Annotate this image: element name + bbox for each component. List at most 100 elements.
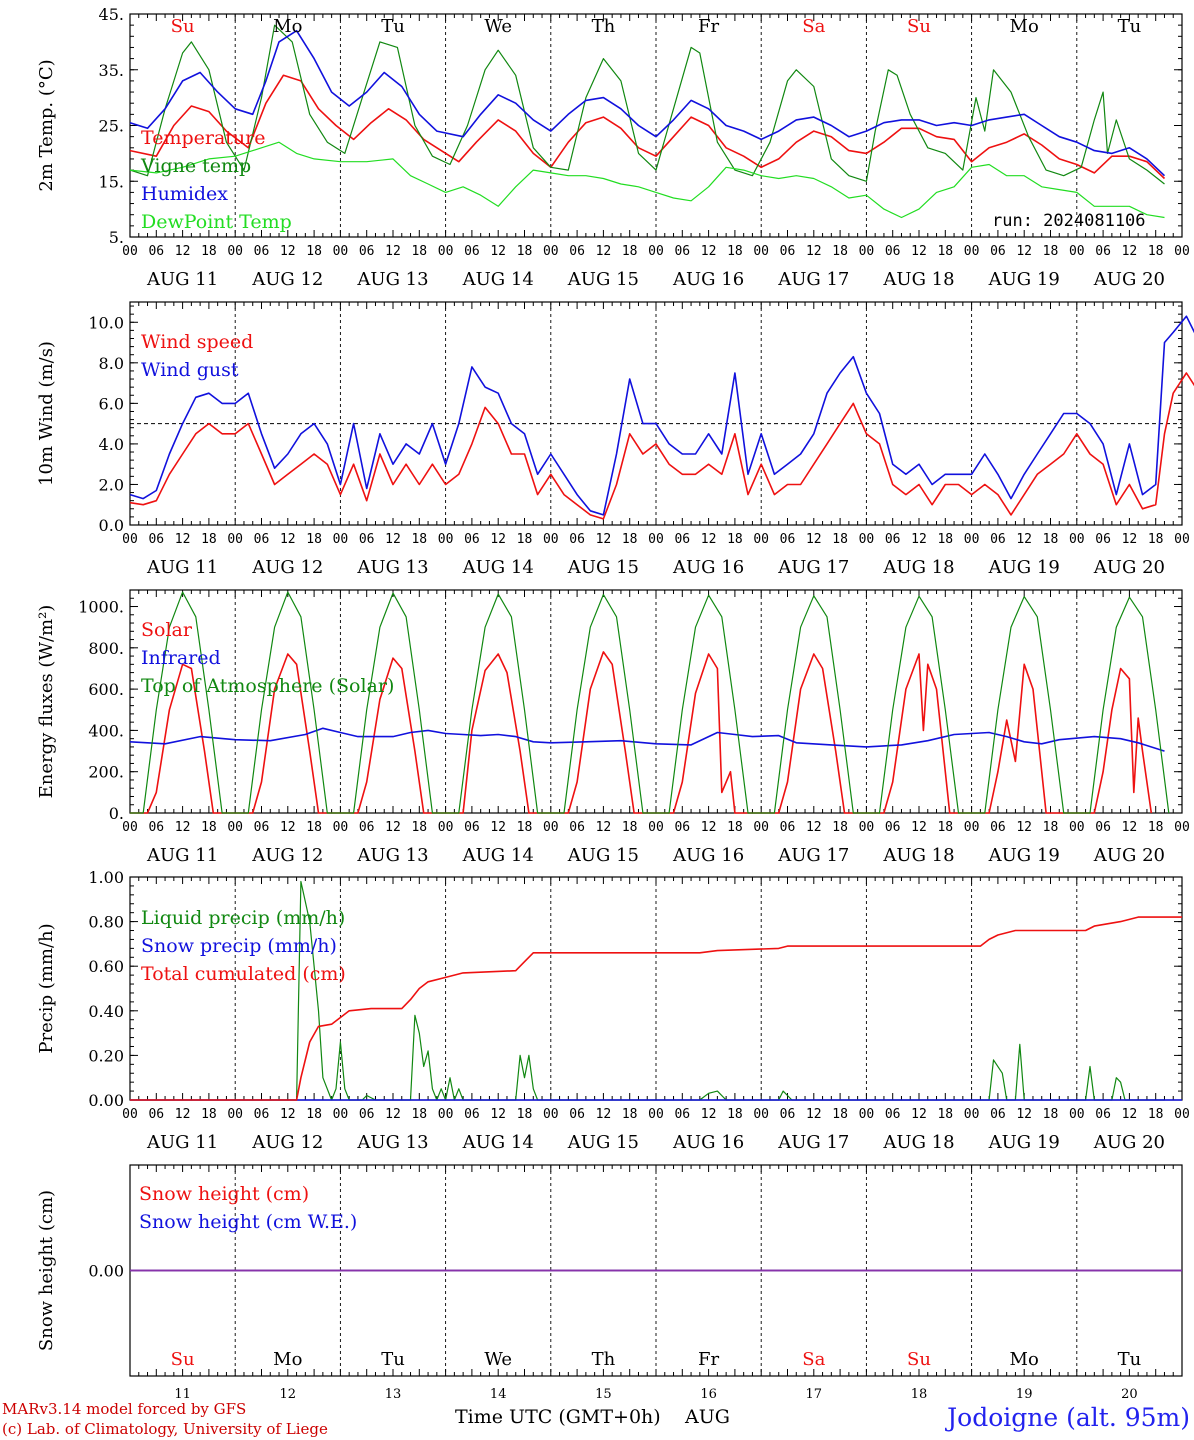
hour-label: 06 bbox=[1095, 1107, 1111, 1122]
y-tick-label: 1.00 bbox=[88, 868, 124, 887]
hour-label: 12 bbox=[806, 244, 822, 259]
series-line-precip-2 bbox=[130, 916, 1182, 1101]
hour-label: 00 bbox=[122, 244, 138, 259]
hour-label: 06 bbox=[464, 820, 480, 835]
weekday-label-bottom: Mo bbox=[1010, 1349, 1039, 1370]
hour-label: 06 bbox=[148, 244, 164, 259]
hour-label: 00 bbox=[227, 532, 243, 547]
hour-label: 12 bbox=[1122, 820, 1138, 835]
hour-label: 00 bbox=[964, 244, 980, 259]
y-tick-label: 0.00 bbox=[88, 1091, 124, 1110]
hour-label: 00 bbox=[648, 1107, 664, 1122]
hour-label: 12 bbox=[806, 820, 822, 835]
hour-label: 18 bbox=[1148, 1107, 1164, 1122]
weekday-label: Su bbox=[907, 16, 931, 37]
hour-label: 18 bbox=[306, 820, 322, 835]
hour-label: 12 bbox=[701, 1107, 717, 1122]
date-label: AUG 12 bbox=[251, 557, 323, 578]
run-label: run: 2024081106 bbox=[992, 211, 1146, 231]
date-label: AUG 18 bbox=[882, 269, 954, 290]
series-line-energy-1 bbox=[129, 727, 1165, 752]
hour-label: 00 bbox=[543, 532, 559, 547]
hour-label: 06 bbox=[674, 820, 690, 835]
hour-label: 18 bbox=[1043, 244, 1059, 259]
date-label: AUG 17 bbox=[777, 1132, 849, 1153]
day-number: 17 bbox=[806, 1387, 823, 1402]
hour-label: 12 bbox=[701, 244, 717, 259]
hour-label: 00 bbox=[753, 820, 769, 835]
legend-entry: Snow height (cm) bbox=[139, 1183, 309, 1205]
hour-label: 06 bbox=[990, 820, 1006, 835]
hour-label: 00 bbox=[648, 820, 664, 835]
hour-label: 06 bbox=[569, 244, 585, 259]
hour-label: 18 bbox=[1043, 1107, 1059, 1122]
hour-label: 18 bbox=[411, 244, 427, 259]
weekday-label-bottom: Th bbox=[592, 1349, 616, 1370]
weekday-label: We bbox=[484, 16, 512, 37]
day-number: 20 bbox=[1121, 1387, 1138, 1402]
footer-month-label: AUG bbox=[684, 1406, 730, 1428]
weekday-label: Fr bbox=[698, 16, 719, 37]
hour-label: 00 bbox=[1174, 244, 1190, 259]
hour-label: 18 bbox=[517, 1107, 533, 1122]
hour-label: 12 bbox=[175, 1107, 191, 1122]
hour-label: 12 bbox=[385, 244, 401, 259]
hour-label: 00 bbox=[438, 1107, 454, 1122]
hour-label: 06 bbox=[780, 820, 796, 835]
hour-label: 06 bbox=[569, 532, 585, 547]
hour-label: 12 bbox=[806, 1107, 822, 1122]
hour-label: 00 bbox=[753, 244, 769, 259]
hour-label: 00 bbox=[964, 532, 980, 547]
hour-label: 12 bbox=[911, 532, 927, 547]
series-line-wind-0 bbox=[129, 372, 1194, 520]
day-number: 14 bbox=[490, 1387, 507, 1402]
hour-label: 06 bbox=[569, 820, 585, 835]
hour-label: 00 bbox=[753, 1107, 769, 1122]
hour-label: 12 bbox=[1122, 1107, 1138, 1122]
y-tick-label: 0.20 bbox=[88, 1046, 124, 1065]
day-number: 11 bbox=[174, 1387, 191, 1402]
hour-label: 18 bbox=[201, 1107, 217, 1122]
hour-label: 06 bbox=[569, 1107, 585, 1122]
hour-label: 12 bbox=[1016, 1107, 1032, 1122]
hour-label: 18 bbox=[1043, 820, 1059, 835]
hour-label: 06 bbox=[780, 244, 796, 259]
panel-temperature: 5. 15. 25. 35. 45. 2m Temp. (°C) Temperature Vi… bbox=[36, 5, 1190, 290]
weekday-label: Su bbox=[171, 16, 195, 37]
hour-label: 00 bbox=[438, 244, 454, 259]
date-label: AUG 14 bbox=[462, 1132, 534, 1153]
hour-label: 00 bbox=[122, 820, 138, 835]
hour-label: 06 bbox=[885, 820, 901, 835]
weekday-label: Sa bbox=[802, 16, 825, 37]
date-label: AUG 20 bbox=[1093, 845, 1165, 866]
hour-label: 12 bbox=[490, 1107, 506, 1122]
hour-label: 06 bbox=[359, 244, 375, 259]
panel-frame bbox=[129, 589, 1183, 814]
date-label: AUG 16 bbox=[672, 845, 744, 866]
hour-label: 00 bbox=[859, 820, 875, 835]
date-label: AUG 18 bbox=[882, 557, 954, 578]
series-line-energy-0 bbox=[130, 651, 1153, 814]
weekday-label-bottom: Tu bbox=[381, 1349, 405, 1370]
hour-label: 12 bbox=[490, 244, 506, 259]
hour-label: 00 bbox=[543, 820, 559, 835]
hour-label: 06 bbox=[1095, 244, 1111, 259]
weekday-label-bottom: Tu bbox=[1118, 1349, 1142, 1370]
y-tick-label: 4.0 bbox=[99, 435, 124, 454]
series-line-temperature-0 bbox=[129, 74, 1166, 180]
hour-label: 12 bbox=[385, 820, 401, 835]
hour-label: 18 bbox=[832, 1107, 848, 1122]
hour-label: 00 bbox=[333, 820, 349, 835]
hour-label: 12 bbox=[596, 244, 612, 259]
hour-label: 18 bbox=[622, 820, 638, 835]
hour-label: 00 bbox=[227, 820, 243, 835]
hour-label: 18 bbox=[517, 244, 533, 259]
weekday-label: Mo bbox=[273, 16, 302, 37]
panel-frame bbox=[129, 301, 1183, 526]
hour-label: 00 bbox=[964, 820, 980, 835]
hour-label: 00 bbox=[122, 1107, 138, 1122]
date-label: AUG 16 bbox=[672, 557, 744, 578]
weekday-label-bottom: Fr bbox=[698, 1349, 719, 1370]
hour-label: 18 bbox=[411, 532, 427, 547]
hour-label: 12 bbox=[1016, 532, 1032, 547]
